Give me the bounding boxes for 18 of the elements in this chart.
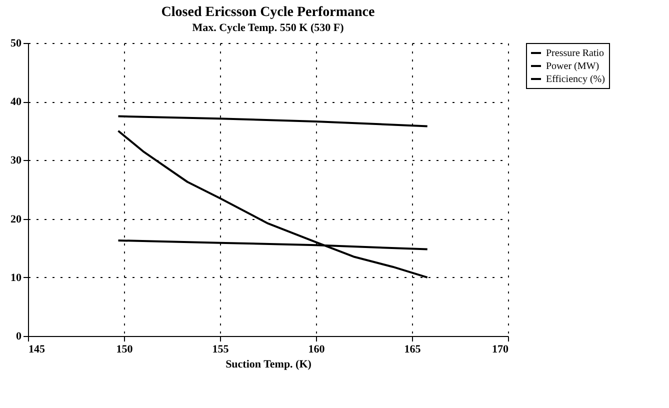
y-tick-label: 40 [10, 96, 22, 108]
y-tick-label: 50 [10, 38, 22, 50]
x-tick-label: 145 [28, 344, 46, 356]
y-tick-label: 30 [10, 154, 22, 167]
x-tick-label: 155 [212, 344, 230, 356]
chart-subtitle: Max. Cycle Temp. 550 K (530 F) [192, 22, 344, 34]
x-tick-label: 170 [492, 344, 509, 356]
y-tick-label: 0 [16, 330, 22, 342]
legend-label: Pressure Ratio [546, 48, 604, 59]
chart-title: Closed Ericsson Cycle Performance [161, 5, 375, 20]
y-tick-label: 10 [10, 272, 22, 284]
x-tick-label: 160 [308, 344, 326, 356]
legend-label: Efficiency (%) [546, 74, 605, 85]
legend-label: Power (MW) [546, 61, 600, 72]
x-tick-label: 150 [116, 344, 134, 356]
x-axis-title: Suction Temp. (K) [226, 358, 312, 370]
x-tick-label: 165 [404, 344, 422, 356]
y-tick-label: 20 [10, 213, 22, 226]
